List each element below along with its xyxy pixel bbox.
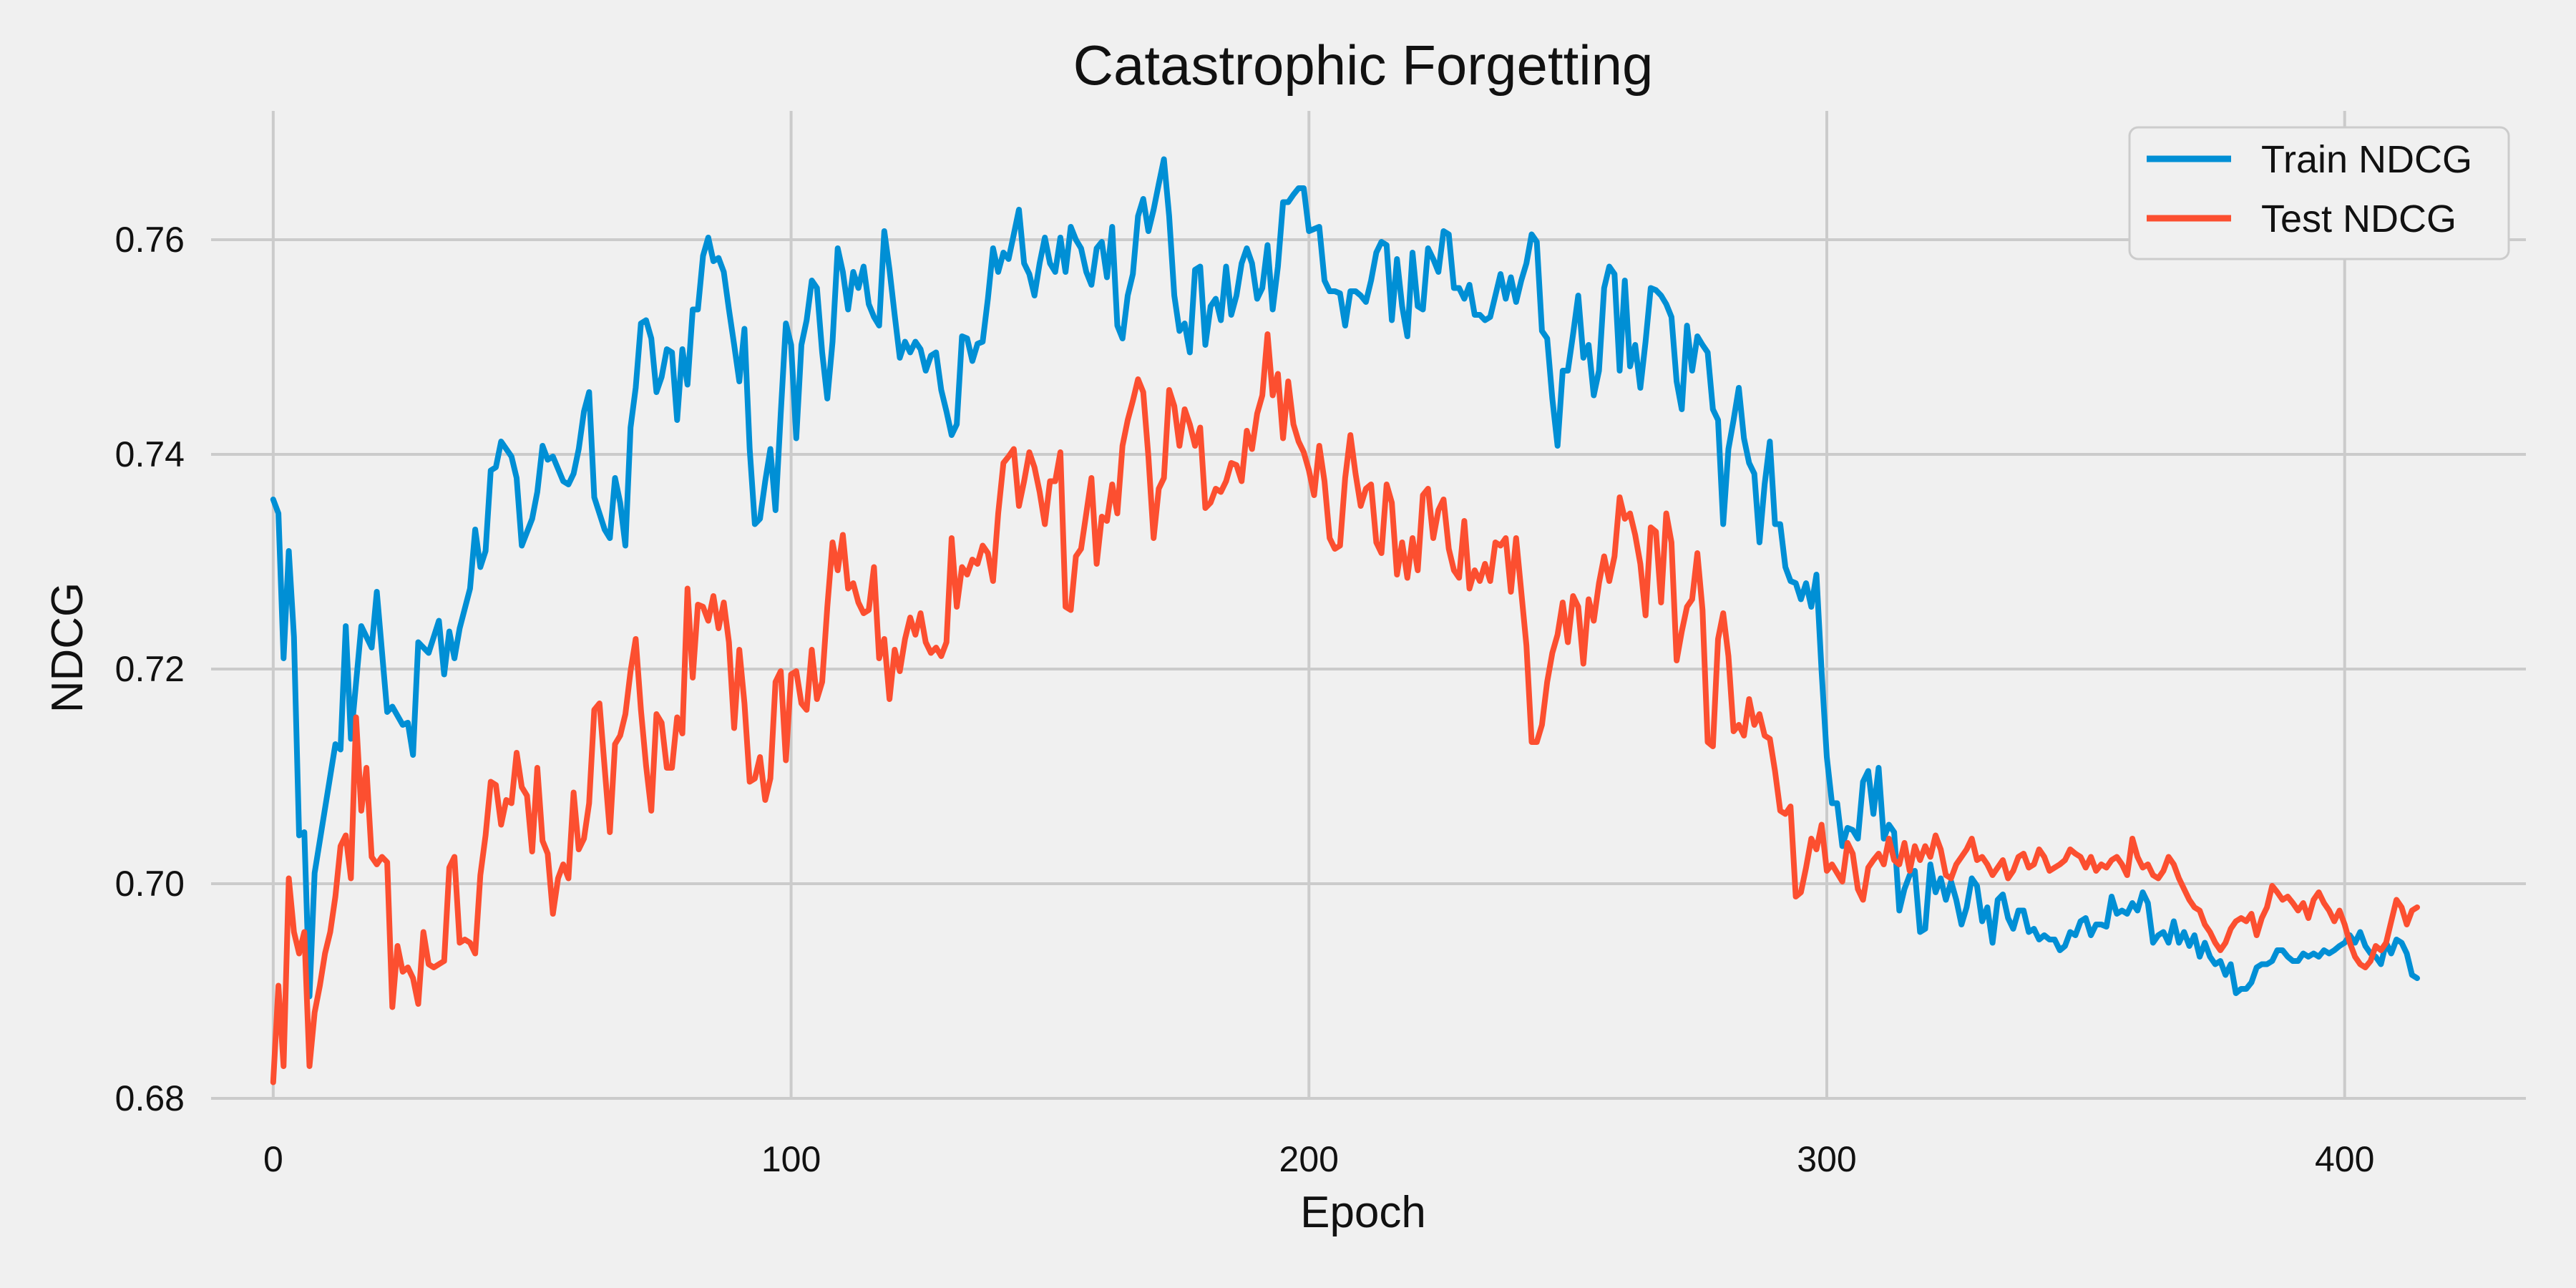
y-tick-label: 0.68 (115, 1078, 185, 1118)
series-line-test-ndcg (270, 331, 2420, 1085)
tick-labels: 0.68 0.70 0.72 0.74 0.76 0 100 200 300 400 (115, 220, 2375, 1179)
legend: Train NDCG Test NDCG (2128, 126, 2510, 260)
y-tick-label: 0.70 (115, 864, 185, 904)
series-lines (270, 156, 2420, 1085)
x-tick-label: 400 (2315, 1139, 2374, 1179)
y-tick-label: 0.74 (115, 434, 185, 474)
x-axis-label: Epoch (1300, 1188, 1426, 1237)
y-tick-label: 0.76 (115, 220, 185, 260)
series-line-train-ndcg (270, 156, 2420, 1000)
legend-label-test-ndcg: Test NDCG (2261, 197, 2457, 240)
y-axis-label: NDCG (43, 582, 92, 713)
x-tick-label: 300 (1797, 1139, 1856, 1179)
x-tick-label: 200 (1279, 1139, 1339, 1179)
chart-title: Catastrophic Forgetting (1073, 34, 1654, 97)
y-tick-label: 0.72 (115, 649, 185, 689)
x-tick-label: 100 (761, 1139, 821, 1179)
legend-label-train-ndcg: Train NDCG (2261, 138, 2472, 181)
x-tick-label: 0 (263, 1139, 283, 1179)
